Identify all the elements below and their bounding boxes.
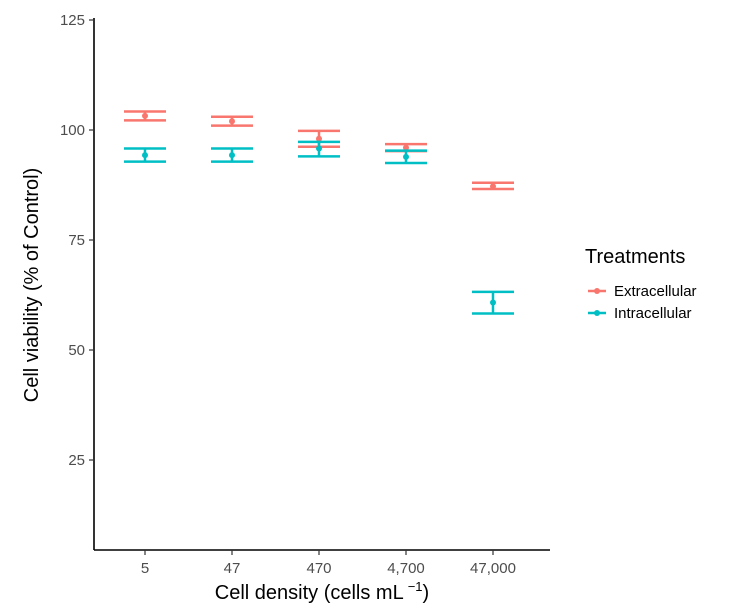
legend-item-extracellular: Extracellular xyxy=(588,283,697,300)
x-axis-title-main: Cell density (cells mL xyxy=(215,582,404,604)
y-tick-label: 125 xyxy=(60,12,85,29)
legend-title: Treatments xyxy=(585,246,685,268)
x-tick-label: 470 xyxy=(306,560,331,577)
intracellular-point xyxy=(229,152,235,159)
x-axis-ticks: 5 47 470 4,700 47,000 xyxy=(141,550,516,577)
intracellular-point xyxy=(403,153,409,160)
legend: Treatments Extracellular Intracellular xyxy=(585,246,697,322)
legend-key-point xyxy=(594,310,600,316)
legend-items: Extracellular Intracellular xyxy=(588,283,697,322)
x-tick-label: 4,700 xyxy=(387,560,425,577)
series-intracellular xyxy=(124,140,514,315)
x-axis-title: Cell density (cells mL −1) xyxy=(215,579,429,604)
legend-label: Extracellular xyxy=(614,283,697,300)
intracellular-point xyxy=(142,152,148,159)
x-axis-title-superscript: −1 xyxy=(408,579,423,594)
x-tick-label: 47 xyxy=(224,560,241,577)
y-tick-label: 25 xyxy=(68,452,85,469)
extracellular-point xyxy=(403,144,409,151)
y-axis-ticks: 25 50 75 100 125 xyxy=(60,12,94,469)
intracellular-point xyxy=(316,145,322,152)
y-axis-title: Cell viability (% of Control) xyxy=(21,168,43,403)
x-tick-label: 5 xyxy=(141,560,149,577)
legend-key-point xyxy=(594,288,600,294)
legend-item-intracellular: Intracellular xyxy=(588,305,692,322)
y-tick-label: 100 xyxy=(60,122,85,139)
extracellular-point xyxy=(229,118,235,125)
extracellular-point xyxy=(142,112,148,119)
extracellular-point xyxy=(316,135,322,142)
y-tick-label: 75 xyxy=(68,232,85,249)
intracellular-point xyxy=(490,299,496,306)
x-axis-title-suffix: ) xyxy=(423,582,430,604)
legend-label: Intracellular xyxy=(614,305,692,322)
extracellular-point xyxy=(490,183,496,190)
y-tick-label: 50 xyxy=(68,342,85,359)
plot-area xyxy=(124,110,514,315)
x-tick-label: 47,000 xyxy=(470,560,516,577)
